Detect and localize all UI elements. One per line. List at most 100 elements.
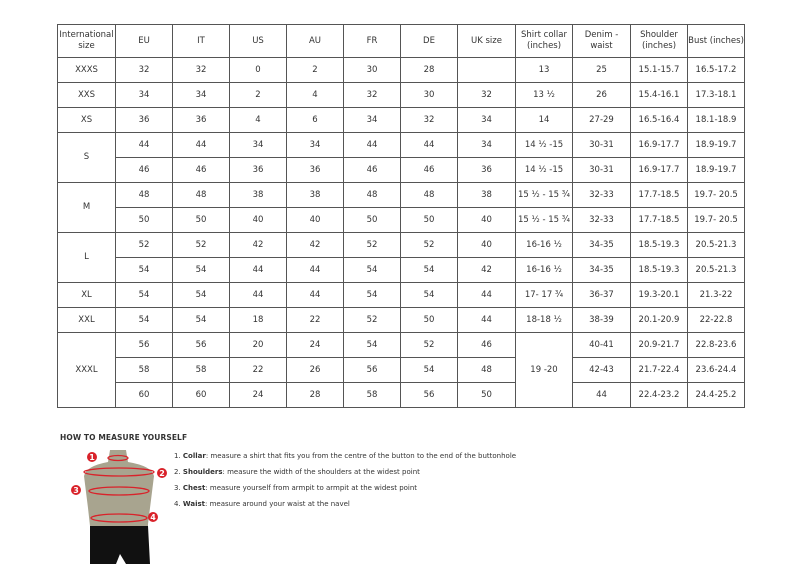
table-cell: 44 xyxy=(115,132,173,158)
table-cell: 26 xyxy=(286,357,344,383)
table-cell: 4 xyxy=(286,82,344,108)
table-cell: 27-29 xyxy=(572,107,631,133)
column-header: DE xyxy=(400,24,458,58)
table-cell: 50 xyxy=(172,207,230,233)
table-cell: 20.9-21.7 xyxy=(630,332,688,358)
table-cell: 38-39 xyxy=(572,307,631,333)
table-row: 46 46 36 36 46 46 36 14 ½ -15 30-31 16.9-17.7 18.9… xyxy=(58,157,745,183)
table-cell: 32-33 xyxy=(572,207,631,233)
table-cell: 30-31 xyxy=(572,132,631,158)
table-cell: 54 xyxy=(343,257,401,283)
table-cell: 24 xyxy=(286,332,344,358)
table-cell: 24 xyxy=(229,382,287,408)
table-cell: 26 xyxy=(572,82,631,108)
shorts xyxy=(90,526,150,564)
table-cell: 48 xyxy=(115,182,173,208)
table-cell: 32-33 xyxy=(572,182,631,208)
table-cell: 22.4-23.2 xyxy=(630,382,688,408)
guide-title: HOW TO MEASURE YOURSELF xyxy=(60,433,188,442)
table-cell: 34 xyxy=(286,132,344,158)
column-header: FR xyxy=(343,24,401,58)
table-cell: 50 xyxy=(457,382,516,408)
table-cell: 54 xyxy=(115,257,173,283)
table-cell: 38 xyxy=(457,182,516,208)
table-cell: 32 xyxy=(115,57,173,83)
column-header: EU xyxy=(115,24,173,58)
table-cell: 54 xyxy=(400,257,458,283)
step-waist: 4. Waist: measure around your waist at t… xyxy=(174,500,350,508)
column-header: Shoulder (inches) xyxy=(630,24,688,58)
column-header: Shirt collar (inches) xyxy=(515,24,573,58)
table-cell: 18 xyxy=(229,307,287,333)
column-header: US xyxy=(229,24,287,58)
column-header: Bust (inches) xyxy=(687,24,745,58)
table-cell: 32 xyxy=(343,82,401,108)
table-cell: 36 xyxy=(457,157,516,183)
table-cell: 42 xyxy=(229,232,287,258)
table-cell: 16-16 ½ xyxy=(515,257,573,283)
table-cell: 50 xyxy=(115,207,173,233)
table-cell: 2 xyxy=(229,82,287,108)
table-cell: 28 xyxy=(286,382,344,408)
international-size-cell: M xyxy=(57,182,116,233)
table-cell: 52 xyxy=(400,332,458,358)
table-cell: 18.1-18.9 xyxy=(687,107,745,133)
table-row: S 44 44 34 34 44 44 34 14 ½ -15 30-31 16.9-17.7 18.… xyxy=(57,132,745,183)
table-cell: 0 xyxy=(229,57,287,83)
table-cell: 34-35 xyxy=(572,257,631,283)
table-cell: 40-41 xyxy=(572,332,631,358)
torso-measurement-illustration: 1 2 3 4 xyxy=(71,450,167,564)
table-cell: 19.7- 20.5 xyxy=(687,207,745,233)
table-cell: 38 xyxy=(229,182,287,208)
table-cell: 13 ½ xyxy=(515,82,573,108)
table-row: XXL 54 54 18 22 52 50 44 18-18 ½ 38-39 20.1-20.9 22… xyxy=(57,307,745,333)
table-cell: 23.6-24.4 xyxy=(687,357,745,383)
table-cell: 58 xyxy=(115,357,173,383)
table-cell: 15.1-15.7 xyxy=(630,57,688,83)
table-cell: 54 xyxy=(115,282,173,308)
table-row: XXXS 32 32 0 2 30 28 13 25 15.1-15.7 16.5-17.2 xyxy=(57,57,745,83)
table-cell: 54 xyxy=(172,307,230,333)
international-size-cell: XXL xyxy=(57,307,116,333)
table-cell: 54 xyxy=(115,307,173,333)
table-cell: 36 xyxy=(115,107,173,133)
table-cell: 44 xyxy=(457,282,516,308)
table-cell: 56 xyxy=(172,332,230,358)
table-cell: 19.3-20.1 xyxy=(630,282,688,308)
table-cell: 46 xyxy=(457,332,516,358)
international-size-cell: L xyxy=(57,232,116,283)
table-cell: 22-22.8 xyxy=(687,307,745,333)
table-cell: 52 xyxy=(172,232,230,258)
marker-2: 2 xyxy=(159,469,165,478)
table-cell: 2 xyxy=(286,57,344,83)
table-cell: 48 xyxy=(400,182,458,208)
table-cell: 42 xyxy=(286,232,344,258)
column-header: UK size xyxy=(457,24,516,58)
column-header: International size xyxy=(57,24,116,58)
table-cell: 15 ½ - 15 ¾ xyxy=(515,207,573,233)
table-cell: 32 xyxy=(400,107,458,133)
table-cell: 18.9-19.7 xyxy=(687,157,745,183)
table-cell: 40 xyxy=(229,207,287,233)
table-row: XL 54 54 44 44 54 54 44 17- 17 ¾ 36-37 19.3-20.1 21… xyxy=(57,282,745,308)
table-row: 54 54 44 44 54 54 42 16-16 ½ 34-35 18.5-19.3 20.5-… xyxy=(58,257,745,283)
table-cell: 40 xyxy=(457,232,516,258)
table-cell: 58 xyxy=(343,382,401,408)
table-cell: 17.3-18.1 xyxy=(687,82,745,108)
table-cell: 54 xyxy=(172,282,230,308)
table-cell: 6 xyxy=(286,107,344,133)
table-cell xyxy=(457,57,516,83)
table-cell: 46 xyxy=(400,157,458,183)
table-cell: 18.9-19.7 xyxy=(687,132,745,158)
table-cell: 30 xyxy=(400,82,458,108)
table-cell: 44 xyxy=(229,257,287,283)
table-row: M 48 48 38 38 48 48 38 15 ½ - 15 ¾ 32-33 17.7-18.5… xyxy=(57,182,745,233)
table-cell: 34 xyxy=(172,82,230,108)
table-cell: 54 xyxy=(400,282,458,308)
table-cell: 54 xyxy=(172,257,230,283)
table-row: XXS 34 34 2 4 32 30 32 13 ½ 26 15.4-16.1 17.3-18.1 xyxy=(57,82,745,108)
table-cell: 50 xyxy=(400,307,458,333)
table-cell: 22 xyxy=(286,307,344,333)
table-cell: 56 xyxy=(400,382,458,408)
table-cell: 44 xyxy=(343,132,401,158)
